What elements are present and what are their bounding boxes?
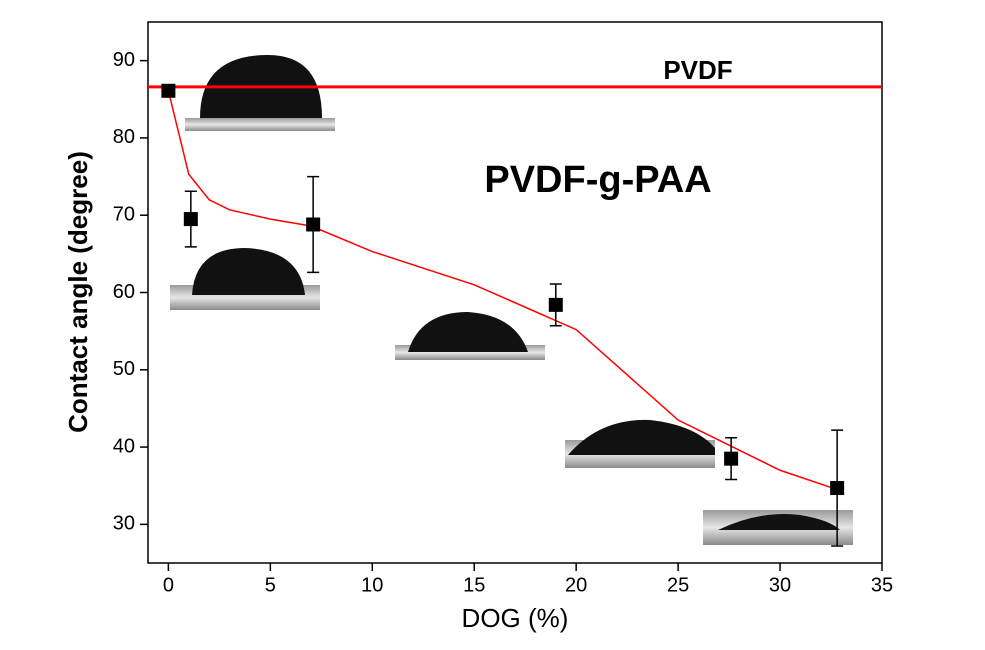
y-tick-label: 80 bbox=[113, 126, 135, 148]
point bbox=[830, 481, 845, 496]
fit-line bbox=[167, 90, 838, 491]
x-tick-label: 20 bbox=[565, 574, 587, 596]
annotation: PVDF-g-PAA bbox=[484, 159, 711, 201]
point bbox=[183, 212, 198, 227]
x-tick-label: 0 bbox=[163, 574, 174, 596]
y-tick-label: 30 bbox=[113, 513, 135, 535]
droplet-photos bbox=[170, 55, 853, 545]
annotation: PVDF bbox=[663, 55, 732, 85]
point bbox=[306, 217, 321, 232]
y-tick-label: 60 bbox=[113, 281, 135, 303]
point bbox=[161, 83, 176, 98]
y-axis-title: Contact angle (degree) bbox=[63, 151, 93, 433]
x-tick-label: 35 bbox=[871, 574, 893, 596]
y-tick-label: 40 bbox=[113, 435, 135, 457]
y-tick-label: 90 bbox=[113, 49, 135, 71]
x-tick-label: 15 bbox=[463, 574, 485, 596]
y-tick-label: 70 bbox=[113, 203, 135, 225]
y-tick-label: 50 bbox=[113, 358, 135, 380]
point bbox=[548, 297, 563, 312]
x-axis-title: DOG (%) bbox=[462, 603, 569, 633]
x-tick-label: 5 bbox=[265, 574, 276, 596]
point bbox=[724, 451, 739, 466]
x-tick-label: 30 bbox=[769, 574, 791, 596]
x-tick-label: 10 bbox=[361, 574, 383, 596]
x-tick-label: 25 bbox=[667, 574, 689, 596]
